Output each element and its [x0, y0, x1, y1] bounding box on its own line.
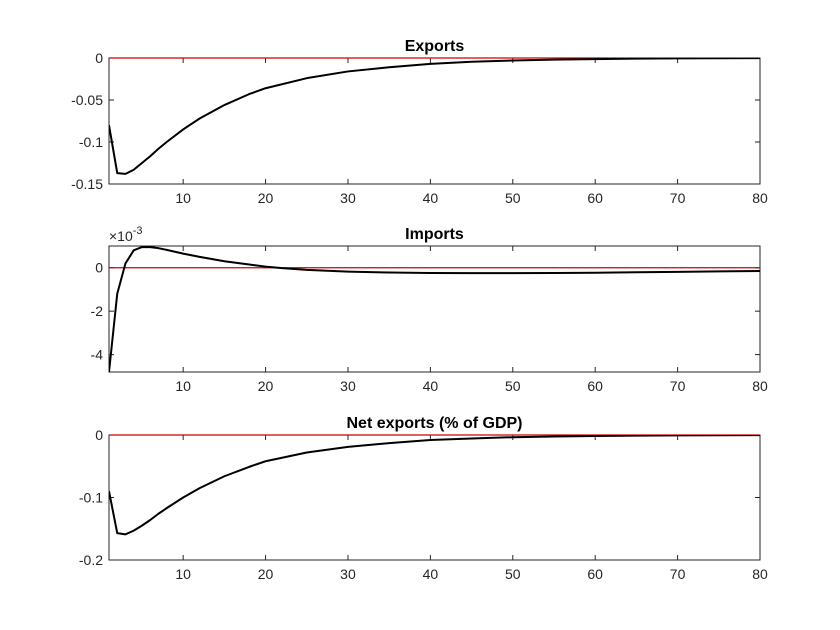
net-exports-ytick-label: -0.1 [79, 490, 103, 506]
exports-axes-box [108, 57, 761, 185]
net-exports-xtick-label: 60 [587, 566, 603, 582]
net-exports-xtick-label: 10 [175, 566, 191, 582]
exports-xtick-label: 60 [587, 190, 603, 206]
imports-exponent-power: -3 [133, 225, 143, 237]
net-exports-xtick-label: 50 [505, 566, 521, 582]
exports-ytick-label: -0.05 [71, 92, 103, 108]
imports-ytick-label: -4 [91, 347, 104, 363]
net-exports-xtick-label: 80 [752, 566, 768, 582]
net-exports-xtick-label: 30 [340, 566, 356, 582]
exports-xtick-label: 80 [752, 190, 768, 206]
net-exports-series-line [109, 435, 760, 536]
exports-xtick-label: 20 [258, 190, 274, 206]
exports-series-line [109, 58, 760, 175]
exports-xtick-label: 50 [505, 190, 521, 206]
imports-series-line [109, 246, 760, 372]
net-exports-ytick-label: -0.2 [79, 552, 103, 568]
exports-ytick-label: -0.15 [71, 176, 103, 192]
net-exports-ytick-label: 0 [95, 427, 103, 443]
net-exports-axes-box [108, 434, 761, 561]
imports-axes-box [108, 245, 761, 373]
exports-ytick-label: 0 [95, 50, 103, 66]
imports-exponent-label: ×10-3 [109, 225, 143, 244]
imports-xtick-label: 60 [587, 378, 603, 394]
exports-xtick-label: 70 [670, 190, 686, 206]
imports-xtick-label: 70 [670, 378, 686, 394]
exports-xtick-label: 10 [175, 190, 191, 206]
imports-title: Imports [405, 226, 464, 243]
net-exports-xtick-label: 20 [258, 566, 274, 582]
imports-xtick-label: 50 [505, 378, 521, 394]
net-exports-xtick-label: 40 [423, 566, 439, 582]
imports-exponent-base: ×10 [109, 228, 133, 244]
net-exports-title: Net exports (% of GDP) [346, 415, 522, 432]
imports-xtick-label: 10 [175, 378, 191, 394]
imports-xtick-label: 20 [258, 378, 274, 394]
subplot-imports: 10 20 30 40 50 60 70 80 0 -2 -4 Imports ×10-3 [91, 225, 768, 394]
imports-xtick-label: 30 [340, 378, 356, 394]
exports-xtick-label: 40 [423, 190, 439, 206]
exports-xtick-label: 30 [340, 190, 356, 206]
subplot-net-exports: 10 20 30 40 50 60 70 80 0 -0.1 -0.2 Net exports (% … [79, 415, 768, 582]
net-exports-xtick-label: 70 [670, 566, 686, 582]
imports-xtick-label: 80 [752, 378, 768, 394]
imports-ytick-label: 0 [95, 260, 103, 276]
subplot-exports: 10 20 30 40 50 60 70 80 0 -0.05 -0.1 -0.15 Exports [71, 38, 768, 206]
exports-ytick-label: -0.1 [79, 134, 103, 150]
exports-title: Exports [405, 38, 465, 55]
imports-xtick-label: 40 [423, 378, 439, 394]
imports-ytick-label: -2 [91, 303, 104, 319]
